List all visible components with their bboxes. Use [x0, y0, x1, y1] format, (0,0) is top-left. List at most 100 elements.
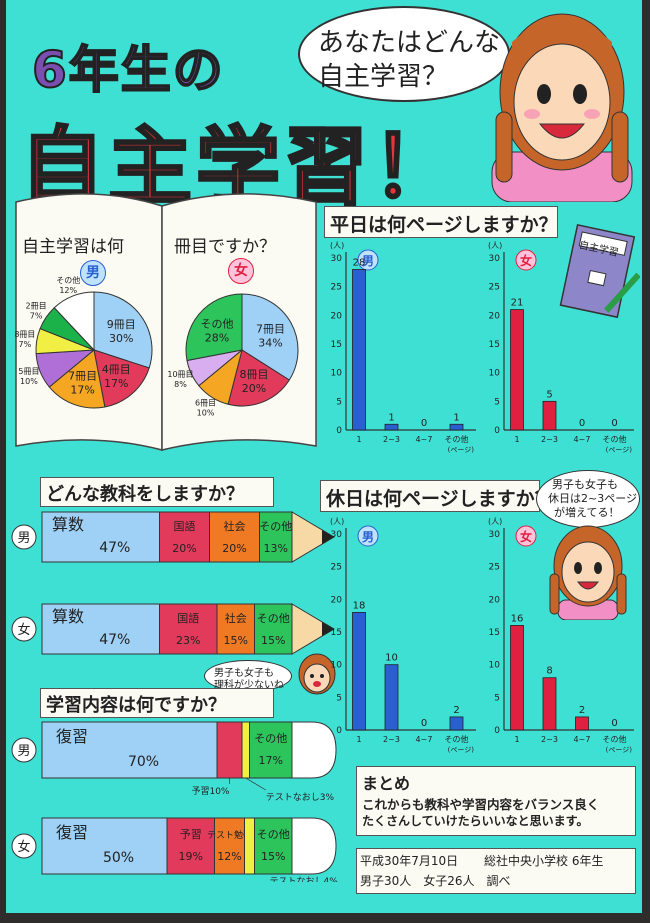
content-boys-segment-value-0: 70%: [128, 754, 159, 770]
weekday-1-ytick-1: 5: [494, 397, 500, 407]
pie-girls-slice-value-2: 10%: [197, 408, 215, 417]
holiday-chart-title: 休日は何ページしますか？: [326, 488, 554, 510]
science-comment-line-2: 理科が少ないね: [214, 680, 284, 691]
holiday-0-bar-label-1: 10: [385, 653, 398, 664]
holiday-0-bar-0: [352, 612, 366, 731]
pie-girls-slice-label-1: 8冊目: [239, 368, 268, 381]
holiday-0-y-unit: (人): [330, 517, 344, 526]
pie-boys-slice-0: [93, 291, 153, 369]
weekday-1-bar-label-0: 21: [511, 298, 524, 309]
weekday-0-ytick-0: 0: [336, 426, 342, 436]
holiday-1-bar-label-0: 16: [511, 613, 524, 624]
holiday-0-ytick-0: 0: [336, 726, 342, 736]
content-boys-callout-line-2: [245, 777, 266, 791]
pie-boys-slice-value-3: 10%: [20, 377, 38, 386]
subjects-boys-segment-2: [209, 511, 260, 563]
summary-line-2: たくさんしていけたらいいなと思います。: [362, 814, 589, 828]
content-boys-segment-label-3: その他: [254, 732, 287, 745]
content-boys-segment-value-1: 予習10%: [191, 786, 229, 797]
holiday-0-xtick-2: 4~7: [416, 735, 433, 744]
holiday-1-xtick-0: 1: [514, 735, 519, 744]
title-top: 6年生の: [31, 40, 225, 100]
weekday-0-xtick-2: 4~7: [416, 435, 433, 444]
weekday-1-xtick-0: 1: [514, 435, 519, 444]
subjects-boys-pencil-tip: [291, 511, 335, 563]
pie-boys-slice-value-0: 30%: [109, 332, 133, 345]
subjects-boys-segment-label-3: その他: [259, 520, 292, 533]
footer-survey: 男子30人 女子26人 調べ: [360, 874, 511, 888]
content-girls-segment-3: [244, 817, 255, 875]
holiday-0-ytick-4: 20: [331, 595, 343, 605]
holiday-0-ytick-3: 15: [331, 628, 342, 638]
subjects-boys-segment-value-3: 13%: [264, 542, 288, 555]
holiday-0-xtick-3: その他: [445, 734, 469, 744]
holiday-comment-bubble: [536, 470, 640, 528]
subjects-boys-group-badge: [11, 524, 37, 550]
subjects-title: どんな教科をしますか？: [46, 484, 244, 505]
content-boys-group-label: 男: [17, 744, 30, 759]
holiday-0-bar-1: [384, 664, 399, 731]
holiday-0-ytick-1: 5: [336, 693, 342, 703]
weekday-1-legend-label: 女: [520, 253, 532, 268]
holiday-1-ytick-4: 20: [489, 595, 501, 605]
science-comment-bubble: [204, 660, 292, 692]
weekday-0-y-unit: (人): [330, 241, 344, 250]
content-girls-group-badge: [11, 833, 37, 859]
holiday-0-ytick-5: 25: [331, 563, 342, 573]
subjects-girls-segment-value-2: 15%: [224, 634, 248, 647]
content-eraser-girls: 女 復習 50% 予習 19% テスト勉強 12% テストなおし4% その他 15%: [11, 817, 338, 882]
subjects-girls-segment-0: [41, 603, 160, 655]
weekday-0-bar-label-3: 1: [453, 412, 459, 423]
pie-girls-slice-value-3: 8%: [174, 380, 187, 389]
weekday-1-xtick-3: その他: [603, 434, 627, 444]
weekday-0-x-unit: (ページ): [448, 446, 475, 454]
weekday-0-xtick-0: 1: [356, 435, 361, 444]
holiday-1-bar-label-1: 8: [546, 666, 552, 677]
subjects-boys-segment-value-0: 47%: [99, 540, 130, 556]
speech-line-2: 自主学習？: [318, 62, 449, 92]
subjects-girls-segment-label-1: 国語: [177, 611, 199, 625]
content-boys-eraser-end: [291, 721, 337, 779]
subjects-girls-segment-label-0: 算数: [52, 607, 84, 626]
weekday-1-ytick-2: 10: [489, 369, 501, 379]
pie-boys-slice-value-1: 17%: [104, 377, 128, 390]
subjects-boys-pencil-lead: [322, 530, 334, 544]
content-boys-segment-1: [216, 721, 243, 779]
content-girls-segment-value-4: 15%: [261, 850, 285, 863]
weekday-0-legend-badge: [357, 249, 379, 271]
content-girls-segment-label-4: その他: [257, 828, 290, 841]
pie-boys-slice-label-6: その他: [56, 275, 80, 285]
speech-bubble: [298, 6, 510, 102]
pie-girls-slice-1: [227, 349, 290, 407]
summary-line-1: これからも教科や学習内容をバランス良く: [362, 797, 600, 812]
weekday-0-bar-label-2: 0: [421, 418, 427, 429]
weekday-0-bar-label-1: 1: [388, 412, 394, 423]
holiday-0-xtick-0: 1: [356, 735, 361, 744]
holiday-0-xtick-1: 2~3: [383, 735, 400, 744]
holiday-1-bar-0: [510, 625, 524, 731]
weekday-1-y-unit: (人): [488, 241, 502, 250]
pie-girls-slice-label-3: 10冊目: [167, 370, 193, 379]
girl-illustration: [491, 13, 633, 202]
books-heading-left: 自主学習は何: [22, 237, 124, 257]
holiday-1-legend-label: 女: [520, 529, 532, 544]
boys-circle-label: 男: [80, 260, 106, 286]
subjects-girls-pencil-lead: [322, 622, 334, 636]
subjects-girls-segment-value-3: 15%: [261, 634, 285, 647]
pie-boys-slice-value-2: 17%: [70, 384, 94, 397]
weekday-1-xtick-2: 4~7: [574, 435, 591, 444]
subjects-pencil-boys: 男 算数 47% 国語 20% 社会 20% その他 13%: [11, 511, 335, 563]
science-comment-line-1: 男子も女子も: [214, 668, 274, 679]
holiday-0-bar-label-2: 0: [421, 718, 427, 729]
holiday-1-ytick-6: 30: [489, 530, 501, 540]
holiday-comment-line-1: 男子も女子も: [552, 478, 618, 491]
content-girls-segment-value-1: 19%: [179, 850, 203, 863]
holiday-1-xtick-3: その他: [603, 734, 627, 744]
subjects-boys-segment-label-1: 国語: [174, 519, 196, 533]
pie-boys-slice-label-0: 9冊目: [107, 318, 136, 331]
weekday-0-ytick-1: 5: [336, 397, 342, 407]
footer-box: [356, 848, 636, 894]
weekday-0-ytick-5: 25: [331, 283, 342, 293]
weekday-0-xtick-3: その他: [445, 434, 469, 444]
